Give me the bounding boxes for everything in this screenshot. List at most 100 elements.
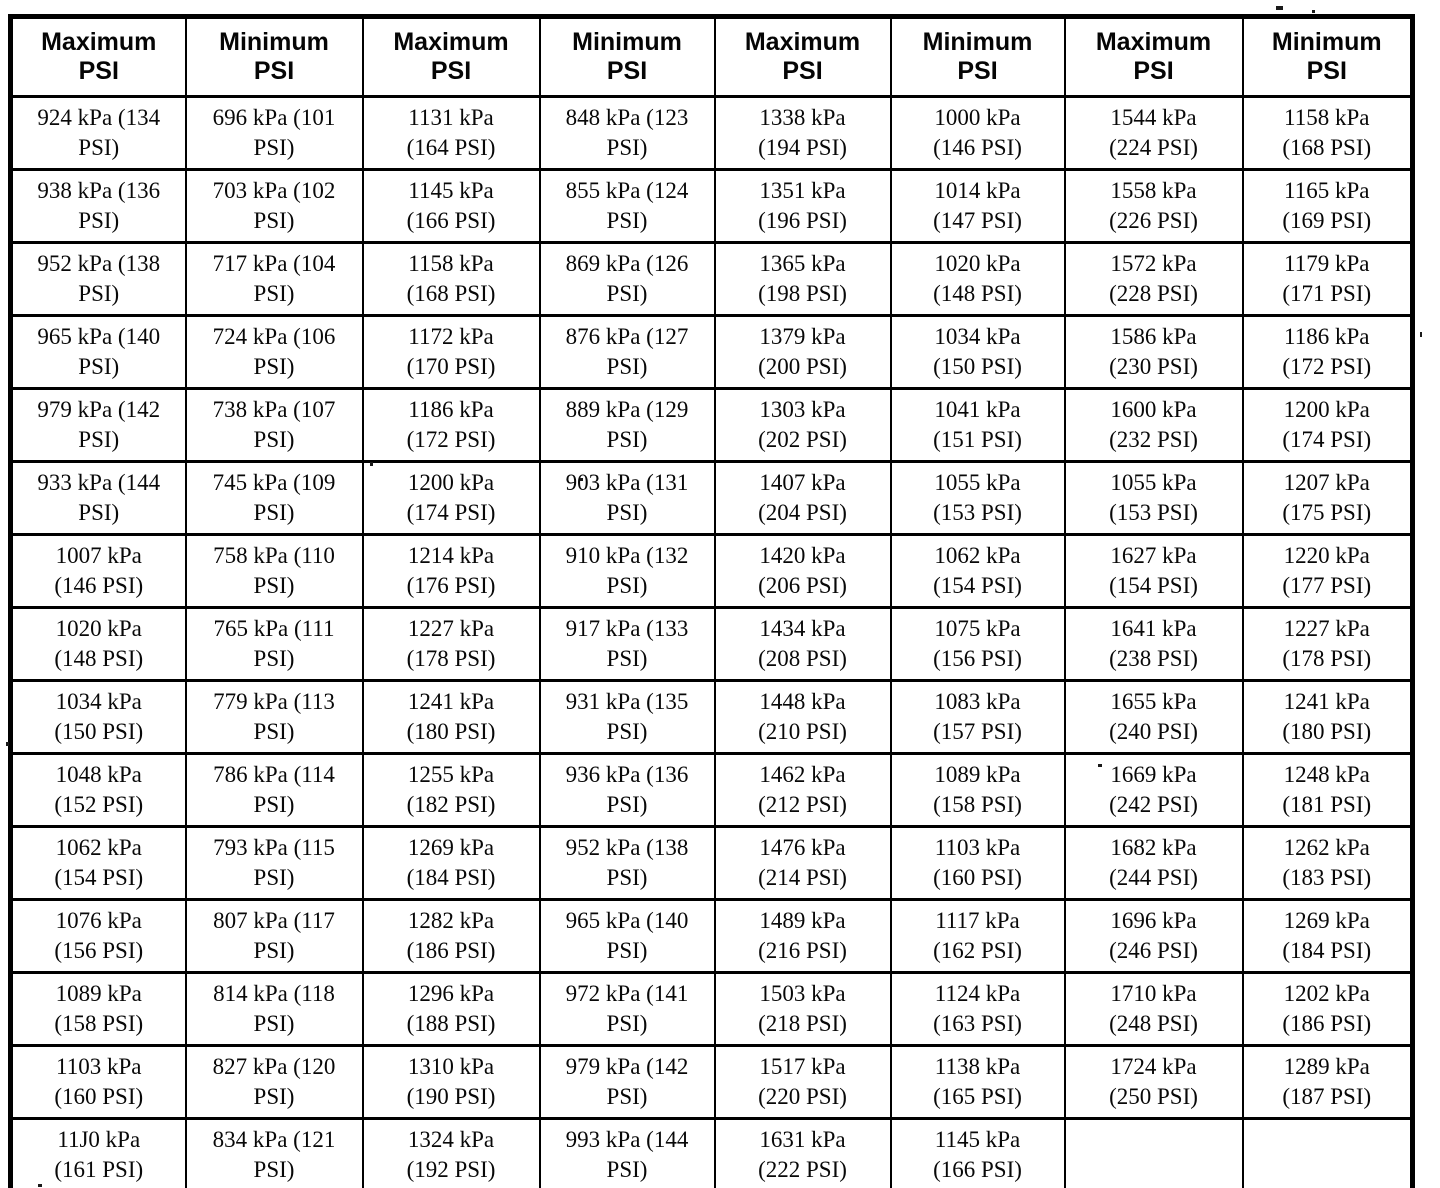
table-cell-r14-c5: 1517 kPa (220 PSI) (713, 1044, 892, 1120)
table-cell-r13-c7: 1710 kPa (248 PSI) (1063, 971, 1244, 1047)
table-cell-r2-c1: 938 kPa (136 PSI) (9, 168, 187, 244)
table-cell-r5-c3: 1186 kPa (172 PSI) (361, 387, 541, 463)
table-cell-r8-c6: 1075 kPa (156 PSI) (889, 606, 1066, 682)
table-cell-r12-c4: 965 kPa (140 PSI) (538, 898, 716, 974)
table-row-6: 933 kPa (144 PSI) 745 kPa (109 PSI) 1200 k… (9, 460, 1414, 536)
table-cell-r3-c4: 869 kPa (126 PSI) (538, 241, 716, 317)
table-cell-r3-c7: 1572 kPa (228 PSI) (1063, 241, 1244, 317)
table-cell-r15-c1: 11J0 kPa (161 PSI) (9, 1117, 187, 1188)
table-cell-r11-c3: 1269 kPa (184 PSI) (361, 825, 541, 901)
table-row-13: 1089 kPa (158 PSI) 814 kPa (118 PSI) 1296 … (9, 971, 1414, 1047)
table-cell-r12-c8: 1269 kPa (184 PSI) (1241, 898, 1414, 974)
table-cell-r13-c6: 1124 kPa (163 PSI) (889, 971, 1066, 1047)
table-row-15: 11J0 kPa (161 PSI) 834 kPa (121 PSI) 1324 … (9, 1117, 1414, 1188)
table-cell-r11-c4: 952 kPa (138 PSI) (538, 825, 716, 901)
table-cell-r6-c7: 1055 kPa (153 PSI) (1063, 460, 1244, 536)
scan-speckle (1420, 332, 1422, 337)
table-cell-r7-c5: 1420 kPa (206 PSI) (713, 533, 892, 609)
table-cell-r5-c4: 889 kPa (129 PSI) (538, 387, 716, 463)
table-cell-r4-c6: 1034 kPa (150 PSI) (889, 314, 1066, 390)
table-cell-r4-c1: 965 kPa (140 PSI) (9, 314, 187, 390)
table-cell-r11-c6: 1103 kPa (160 PSI) (889, 825, 1066, 901)
scan-speckle (1276, 6, 1283, 10)
table-cell-r15-c3: 1324 kPa (192 PSI) (361, 1117, 541, 1188)
table-cell-r2-c5: 1351 kPa (196 PSI) (713, 168, 892, 244)
table-cell-r5-c5: 1303 kPa (202 PSI) (713, 387, 892, 463)
table-cell-r13-c1: 1089 kPa (158 PSI) (9, 971, 187, 1047)
table-cell-r8-c8: 1227 kPa (178 PSI) (1241, 606, 1414, 682)
table-cell-r1-c6: 1000 kPa (146 PSI) (889, 95, 1066, 171)
table-cell-r3-c8: 1179 kPa (171 PSI) (1241, 241, 1414, 317)
scan-speckle (370, 462, 373, 466)
table-cell-r6-c1: 933 kPa (144 PSI) (9, 460, 187, 536)
table-cell-r3-c2: 717 kPa (104 PSI) (184, 241, 364, 317)
table-cell-r7-c6: 1062 kPa (154 PSI) (889, 533, 1066, 609)
table-cell-r7-c8: 1220 kPa (177 PSI) (1241, 533, 1414, 609)
column-header-7: Maximum PSI (1063, 15, 1244, 98)
table-row-4: 965 kPa (140 PSI) 724 kPa (106 PSI) 1172 k… (9, 314, 1414, 390)
table-cell-r14-c2: 827 kPa (120 PSI) (184, 1044, 364, 1120)
table-cell-r14-c8: 1289 kPa (187 PSI) (1241, 1044, 1414, 1120)
table-cell-r5-c6: 1041 kPa (151 PSI) (889, 387, 1066, 463)
table-cell-r14-c1: 1103 kPa (160 PSI) (9, 1044, 187, 1120)
table-cell-r12-c5: 1489 kPa (216 PSI) (713, 898, 892, 974)
table-cell-r7-c3: 1214 kPa (176 PSI) (361, 533, 541, 609)
table-cell-r12-c3: 1282 kPa (186 PSI) (361, 898, 541, 974)
table-row-5: 979 kPa (142 PSI) 738 kPa (107 PSI) 1186 k… (9, 387, 1414, 463)
table-cell-r1-c1: 924 kPa (134 PSI) (9, 95, 187, 171)
table-cell-r1-c7: 1544 kPa (224 PSI) (1063, 95, 1244, 171)
table-row-9: 1034 kPa (150 PSI) 779 kPa (113 PSI) 1241 … (9, 679, 1414, 755)
table-cell-r14-c3: 1310 kPa (190 PSI) (361, 1044, 541, 1120)
table-cell-r7-c1: 1007 kPa (146 PSI) (9, 533, 187, 609)
table-cell-r3-c1: 952 kPa (138 PSI) (9, 241, 187, 317)
pressure-table: Maximum PSI Minimum PSI Maximum PSI Minimum… (8, 14, 1415, 1188)
table-cell-r13-c8: 1202 kPa (186 PSI) (1241, 971, 1414, 1047)
table-cell-r8-c5: 1434 kPa (208 PSI) (713, 606, 892, 682)
table-cell-r6-c3: 1200 kPa (174 PSI) (361, 460, 541, 536)
table-cell-r1-c4: 848 kPa (123 PSI) (538, 95, 716, 171)
table-cell-r4-c4: 876 kPa (127 PSI) (538, 314, 716, 390)
table-cell-r12-c6: 1117 kPa (162 PSI) (889, 898, 1066, 974)
table-cell-r13-c3: 1296 kPa (188 PSI) (361, 971, 541, 1047)
table-cell-r10-c3: 1255 kPa (182 PSI) (361, 752, 541, 828)
table-cell-r10-c4: 936 kPa (136 PSI) (538, 752, 716, 828)
table-cell-r1-c5: 1338 kPa (194 PSI) (713, 95, 892, 171)
table-row-2: 938 kPa (136 PSI) 703 kPa (102 PSI) 1145 k… (9, 168, 1414, 244)
table-row-8: 1020 kPa (148 PSI) 765 kPa (111 PSI) 1227 … (9, 606, 1414, 682)
table-cell-r10-c2: 786 kPa (114 PSI) (184, 752, 364, 828)
table-cell-r14-c7: 1724 kPa (250 PSI) (1063, 1044, 1244, 1120)
table-row-7: 1007 kPa (146 PSI) 758 kPa (110 PSI) 1214 … (9, 533, 1414, 609)
table-cell-r8-c1: 1020 kPa (148 PSI) (9, 606, 187, 682)
column-header-5: Maximum PSI (713, 15, 892, 98)
column-header-6: Minimum PSI (889, 15, 1066, 98)
table-cell-r11-c2: 793 kPa (115 PSI) (184, 825, 364, 901)
table-cell-r15-c4: 993 kPa (144 PSI) (538, 1117, 716, 1188)
table-cell-r6-c6: 1055 kPa (153 PSI) (889, 460, 1066, 536)
scan-speckle (580, 478, 583, 481)
table-cell-r15-c2: 834 kPa (121 PSI) (184, 1117, 364, 1188)
table-cell-r9-c2: 779 kPa (113 PSI) (184, 679, 364, 755)
table-cell-r15-c8 (1241, 1117, 1414, 1188)
table-cell-r10-c8: 1248 kPa (181 PSI) (1241, 752, 1414, 828)
table-cell-r6-c8: 1207 kPa (175 PSI) (1241, 460, 1414, 536)
table-cell-r4-c8: 1186 kPa (172 PSI) (1241, 314, 1414, 390)
table-cell-r2-c3: 1145 kPa (166 PSI) (361, 168, 541, 244)
table-cell-r1-c2: 696 kPa (101 PSI) (184, 95, 364, 171)
table-cell-r3-c6: 1020 kPa (148 PSI) (889, 241, 1066, 317)
table-row-1: 924 kPa (134 PSI) 696 kPa (101 PSI) 1131 k… (9, 95, 1414, 171)
table-row-10: 1048 kPa (152 PSI) 786 kPa (114 PSI) 1255 … (9, 752, 1414, 828)
table-cell-r5-c1: 979 kPa (142 PSI) (9, 387, 187, 463)
table-cell-r10-c7: 1669 kPa (242 PSI) (1063, 752, 1244, 828)
table-cell-r9-c3: 1241 kPa (180 PSI) (361, 679, 541, 755)
table-cell-r11-c8: 1262 kPa (183 PSI) (1241, 825, 1414, 901)
table-cell-r9-c6: 1083 kPa (157 PSI) (889, 679, 1066, 755)
table-cell-r10-c1: 1048 kPa (152 PSI) (9, 752, 187, 828)
table-header: Maximum PSI Minimum PSI Maximum PSI Minimum… (9, 15, 1414, 98)
table-cell-r1-c8: 1158 kPa (168 PSI) (1241, 95, 1414, 171)
table-cell-r7-c7: 1627 kPa (154 PSI) (1063, 533, 1244, 609)
table-row-12: 1076 kPa (156 PSI) 807 kPa (117 PSI) 1282 … (9, 898, 1414, 974)
table-cell-r9-c1: 1034 kPa (150 PSI) (9, 679, 187, 755)
table-cell-r3-c5: 1365 kPa (198 PSI) (713, 241, 892, 317)
table-cell-r4-c3: 1172 kPa (170 PSI) (361, 314, 541, 390)
